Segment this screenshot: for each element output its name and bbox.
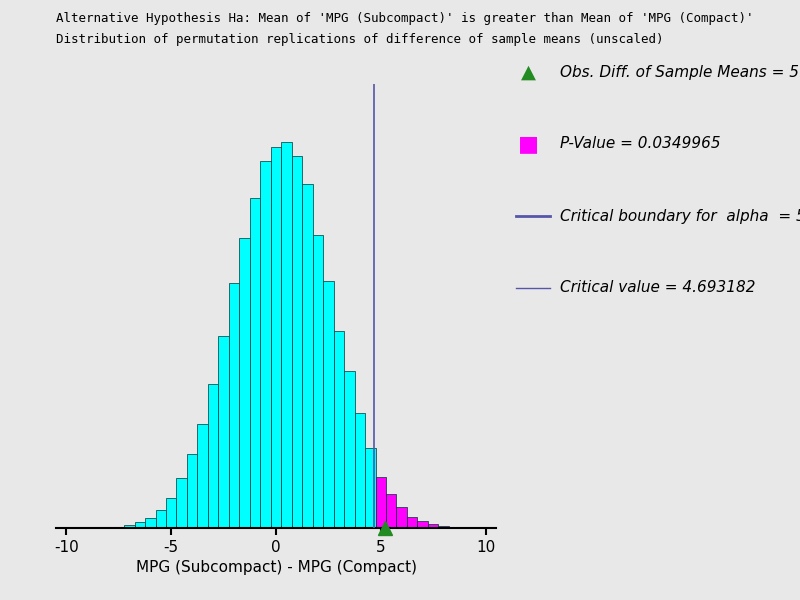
Bar: [407, 517, 418, 528]
Bar: [365, 448, 375, 528]
Text: P-Value = 0.0349965: P-Value = 0.0349965: [560, 136, 721, 151]
Bar: [428, 524, 438, 528]
Bar: [218, 337, 229, 528]
Bar: [302, 184, 313, 528]
Bar: [313, 235, 323, 528]
Bar: [323, 281, 334, 528]
Bar: [354, 413, 365, 528]
Bar: [449, 527, 459, 528]
Bar: [239, 238, 250, 528]
Bar: [334, 331, 344, 528]
Text: ■: ■: [518, 134, 538, 154]
Text: Critical boundary for  alpha  = 5%: Critical boundary for alpha = 5%: [560, 208, 800, 223]
X-axis label: MPG (Subcompact) - MPG (Compact): MPG (Subcompact) - MPG (Compact): [135, 560, 417, 575]
Bar: [177, 478, 187, 528]
Bar: [114, 527, 124, 528]
Bar: [250, 199, 260, 528]
Text: Critical value = 4.693182: Critical value = 4.693182: [560, 280, 755, 295]
Bar: [260, 161, 270, 528]
Text: Distribution of permutation replications of difference of sample means (unscaled: Distribution of permutation replications…: [56, 33, 663, 46]
Bar: [134, 521, 145, 528]
Bar: [229, 283, 239, 528]
Bar: [418, 521, 428, 528]
Bar: [103, 527, 114, 528]
Bar: [198, 424, 208, 528]
Bar: [438, 526, 449, 528]
Bar: [292, 156, 302, 528]
Bar: [187, 454, 198, 528]
Text: ▲: ▲: [521, 62, 535, 82]
Text: Obs. Diff. of Sample Means = 5.200568: Obs. Diff. of Sample Means = 5.200568: [560, 64, 800, 79]
Bar: [270, 147, 282, 528]
Bar: [386, 494, 397, 528]
Bar: [124, 524, 134, 528]
Bar: [397, 507, 407, 528]
Bar: [166, 498, 177, 528]
Bar: [344, 371, 354, 528]
Bar: [155, 509, 166, 528]
Bar: [375, 476, 386, 528]
Bar: [208, 384, 218, 528]
Bar: [145, 518, 155, 528]
Text: Alternative Hypothesis Ha: Mean of 'MPG (Subcompact)' is greater than Mean of 'M: Alternative Hypothesis Ha: Mean of 'MPG …: [56, 12, 754, 25]
Bar: [282, 142, 292, 528]
